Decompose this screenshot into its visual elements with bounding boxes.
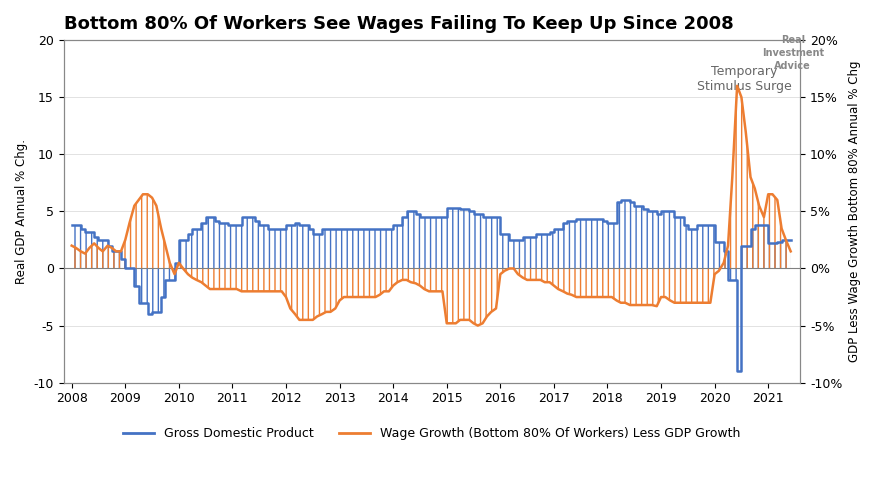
Legend: Gross Domestic Product, Wage Growth (Bottom 80% Of Workers) Less GDP Growth: Gross Domestic Product, Wage Growth (Bot… <box>118 422 745 445</box>
Y-axis label: GDP Less Wage Growth Bottom 80% Annual % Chg: GDP Less Wage Growth Bottom 80% Annual %… <box>848 61 861 362</box>
Text: Real
Investment
Advice: Real Investment Advice <box>762 35 823 71</box>
Text: Bottom 80% Of Workers See Wages Failing To Keep Up Since 2008: Bottom 80% Of Workers See Wages Failing … <box>64 15 733 33</box>
Y-axis label: Real GDP Annual % Chg.: Real GDP Annual % Chg. <box>15 139 28 284</box>
Text: Temporary
Stimulus Surge: Temporary Stimulus Surge <box>696 65 791 93</box>
